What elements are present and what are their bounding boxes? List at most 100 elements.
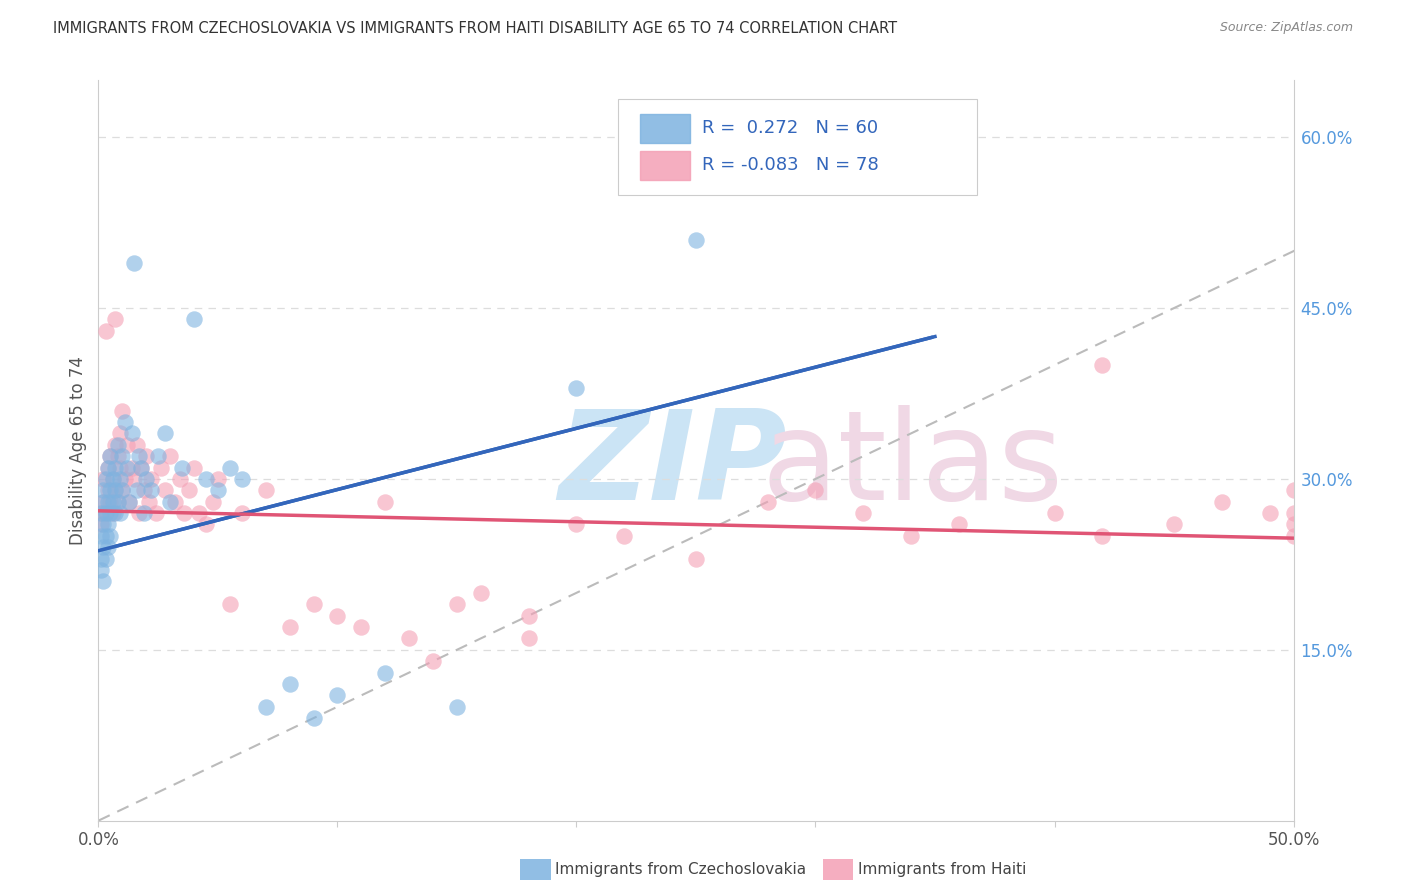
Point	[94, 551, 117, 566]
Point	[132, 483, 155, 498]
Point	[131, 460, 153, 475]
Point	[91, 494, 114, 508]
Point	[1043, 506, 1066, 520]
Point	[98, 529, 122, 543]
Point	[685, 233, 707, 247]
Point	[1091, 358, 1114, 372]
Point	[91, 574, 114, 589]
Point	[278, 620, 301, 634]
Point	[90, 563, 112, 577]
Point	[155, 483, 177, 498]
Point	[254, 699, 277, 714]
Point	[91, 494, 114, 508]
Point	[91, 517, 114, 532]
Point	[131, 460, 153, 475]
Point	[183, 312, 205, 326]
Point	[470, 586, 492, 600]
Point	[108, 460, 131, 475]
Point	[107, 449, 129, 463]
Point	[948, 517, 970, 532]
Point	[132, 506, 155, 520]
Point	[202, 494, 225, 508]
Point	[350, 620, 373, 634]
Point	[756, 494, 779, 508]
Point	[101, 506, 124, 520]
Point	[94, 506, 117, 520]
Point	[118, 494, 141, 508]
Point	[97, 460, 120, 475]
Point	[207, 472, 229, 486]
Point	[398, 632, 420, 646]
Point	[302, 711, 325, 725]
Point	[98, 494, 122, 508]
Text: Immigrants from Haiti: Immigrants from Haiti	[858, 863, 1026, 877]
Point	[422, 654, 444, 668]
Point	[219, 597, 242, 611]
Point	[115, 460, 138, 475]
Point	[111, 403, 134, 417]
Point	[145, 506, 167, 520]
Point	[173, 506, 195, 520]
Point	[517, 632, 540, 646]
Point	[128, 506, 150, 520]
Point	[107, 494, 129, 508]
Point	[172, 460, 194, 475]
Text: IMMIGRANTS FROM CZECHOSLOVAKIA VS IMMIGRANTS FROM HAITI DISABILITY AGE 65 TO 74 : IMMIGRANTS FROM CZECHOSLOVAKIA VS IMMIGR…	[53, 21, 897, 36]
Point	[104, 460, 127, 475]
Point	[111, 483, 134, 498]
Point	[94, 324, 117, 338]
Point	[685, 551, 707, 566]
Point	[91, 541, 114, 555]
Point	[114, 415, 136, 429]
Point	[852, 506, 875, 520]
Point	[118, 494, 141, 508]
Point	[278, 677, 301, 691]
Point	[374, 665, 396, 680]
Point	[94, 529, 117, 543]
Point	[104, 483, 127, 498]
Point	[107, 438, 129, 452]
Point	[1163, 517, 1185, 532]
Point	[1091, 529, 1114, 543]
Point	[125, 438, 148, 452]
FancyBboxPatch shape	[619, 99, 977, 195]
Bar	[640, 151, 690, 180]
Point	[121, 426, 143, 441]
Point	[179, 483, 201, 498]
Text: ZIP: ZIP	[558, 405, 787, 525]
Point	[94, 472, 117, 486]
Point	[159, 494, 181, 508]
Point	[108, 506, 131, 520]
Point	[169, 472, 191, 486]
Point	[125, 483, 148, 498]
Point	[1282, 506, 1305, 520]
Point	[91, 472, 114, 486]
Point	[135, 449, 157, 463]
Point	[135, 472, 157, 486]
Point	[121, 460, 143, 475]
Point	[565, 517, 588, 532]
Point	[111, 449, 134, 463]
Point	[1282, 529, 1305, 543]
Point	[104, 483, 127, 498]
Point	[302, 597, 325, 611]
Point	[90, 517, 112, 532]
Point	[163, 494, 186, 508]
Point	[101, 494, 124, 508]
Point	[138, 494, 160, 508]
Point	[111, 483, 134, 498]
Point	[446, 597, 468, 611]
Point	[254, 483, 277, 498]
Point	[804, 483, 827, 498]
Point	[97, 483, 120, 498]
Text: Source: ZipAtlas.com: Source: ZipAtlas.com	[1219, 21, 1353, 34]
Text: R = -0.083   N = 78: R = -0.083 N = 78	[702, 156, 879, 175]
Point	[231, 472, 253, 486]
Point	[374, 494, 396, 508]
Point	[139, 483, 162, 498]
Text: R =  0.272   N = 60: R = 0.272 N = 60	[702, 120, 879, 137]
Point	[565, 381, 588, 395]
Point	[104, 438, 127, 452]
Point	[94, 506, 117, 520]
Point	[1258, 506, 1281, 520]
